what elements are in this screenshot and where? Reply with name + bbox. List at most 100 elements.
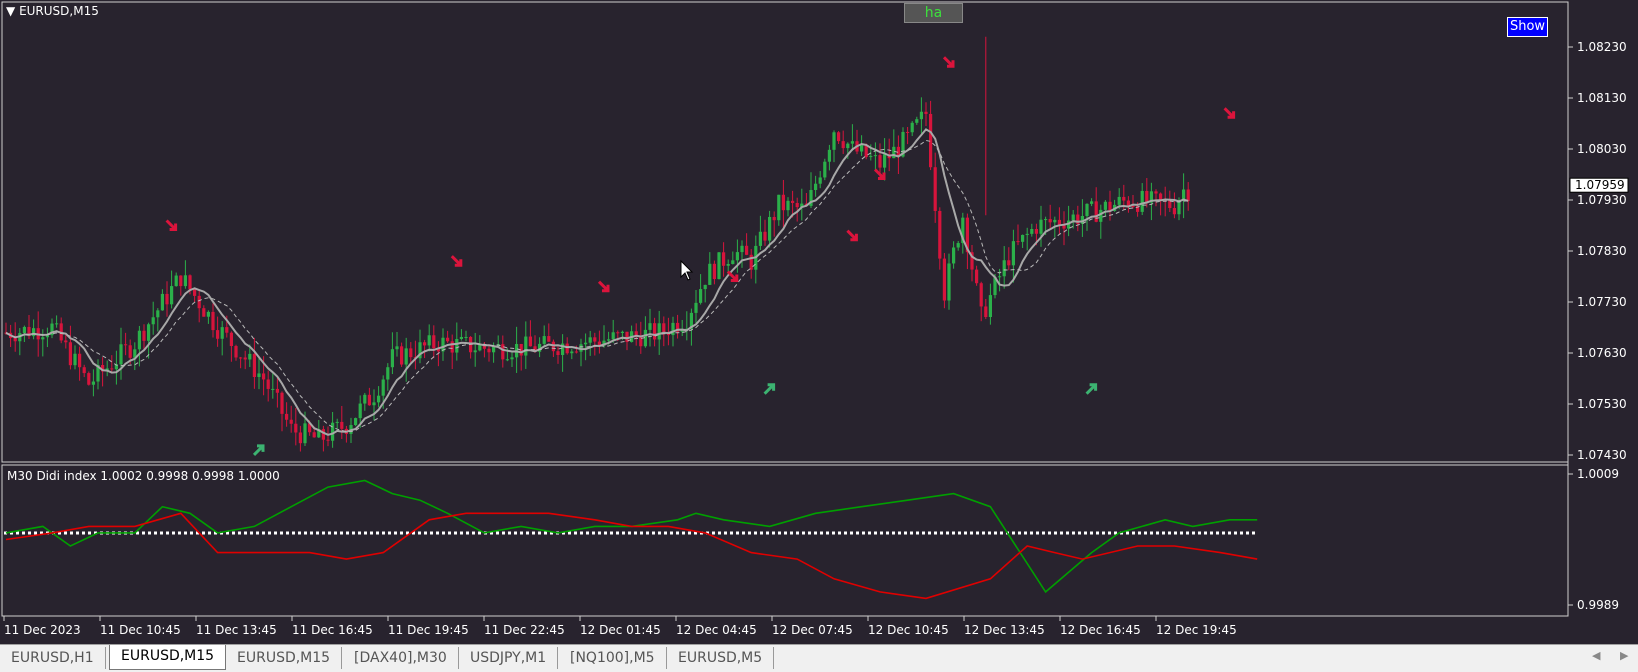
- candle-body: [68, 342, 72, 366]
- candle-body: [1099, 209, 1103, 222]
- candle-body: [597, 341, 601, 346]
- candle-body: [818, 177, 822, 184]
- candle-body: [1136, 206, 1140, 212]
- scroll-left-icon[interactable]: ◀: [1592, 649, 1601, 662]
- candle-body: [561, 343, 565, 356]
- tab-eurusd-m5[interactable]: EURUSD,M5: [667, 647, 775, 669]
- candle-body: [1145, 190, 1149, 203]
- candle-body: [616, 332, 620, 334]
- price-tick-label: 1.08030: [1577, 142, 1627, 156]
- dropdown-triangle-icon[interactable]: ▼: [6, 4, 16, 18]
- candle-body: [510, 357, 514, 360]
- candle-body: [671, 322, 675, 336]
- candle-body: [239, 357, 243, 359]
- mouse-cursor-icon: [680, 259, 694, 281]
- tab-eurusd-h1[interactable]: EURUSD,H1: [0, 647, 106, 669]
- candle-body: [846, 143, 850, 149]
- candle-body: [55, 323, 59, 325]
- candle-body: [795, 202, 799, 208]
- candle-body: [257, 373, 261, 378]
- candle-body: [837, 132, 841, 142]
- candle-body: [427, 335, 431, 346]
- chart-canvas[interactable]: 1.08230 1.08130 1.08030 1.07930 1.07830 1.077…: [0, 0, 1638, 644]
- price-tick-label: 1.08130: [1577, 91, 1627, 105]
- candle-body: [321, 429, 325, 440]
- candle-body: [956, 243, 960, 248]
- scroll-right-icon[interactable]: ▶: [1620, 649, 1629, 662]
- candle-body: [91, 381, 95, 385]
- candle-body: [965, 217, 969, 253]
- candle-body: [441, 337, 445, 352]
- candle-body: [878, 155, 882, 168]
- candle-body: [919, 111, 923, 120]
- candle-body: [961, 217, 965, 244]
- symbol-title[interactable]: ▼ EURUSD,M15: [6, 4, 99, 18]
- candle-body: [363, 394, 367, 404]
- candle-body: [381, 379, 385, 396]
- current-price-label: 1.07959: [1575, 178, 1625, 192]
- candle-body: [340, 421, 344, 429]
- candle-body: [722, 252, 726, 266]
- candle-body: [998, 276, 1002, 278]
- buy-arrow-icon: [252, 444, 265, 456]
- price-tick-label: 1.07430: [1577, 448, 1627, 462]
- sell-arrow-icon: [846, 229, 858, 242]
- candle-body: [252, 353, 256, 378]
- candle-body: [735, 252, 739, 261]
- tab-nq100-m5[interactable]: [NQ100],M5: [559, 647, 667, 669]
- candle-body: [768, 216, 772, 241]
- candle-body: [574, 351, 578, 353]
- candle-body: [436, 348, 440, 352]
- candle-body: [409, 348, 413, 358]
- price-tick-label: 1.07830: [1577, 244, 1627, 258]
- candle-body: [101, 364, 105, 372]
- candle-body: [634, 331, 638, 336]
- ha-button[interactable]: ha: [904, 3, 963, 23]
- tab-eurusd-m15[interactable]: EURUSD,M15: [226, 647, 343, 669]
- didi-index-lines: [4, 479, 1258, 600]
- candle-body: [896, 146, 900, 157]
- candle-body: [1025, 233, 1029, 235]
- indicator-tick-label: 1.0009: [1577, 467, 1619, 481]
- candle-body: [717, 252, 721, 280]
- candle-body: [1011, 241, 1015, 266]
- candle-body: [1030, 229, 1034, 234]
- candle-body: [423, 342, 427, 346]
- candle-body: [128, 345, 132, 358]
- candle-body: [1039, 219, 1043, 234]
- tab-eurusd-m15-active[interactable]: EURUSD,M15: [109, 645, 227, 670]
- candle-body: [593, 337, 597, 342]
- indicator-frame: [1, 464, 1569, 617]
- candle-body: [151, 317, 155, 325]
- candle-body: [354, 418, 358, 426]
- candle-body: [142, 330, 146, 341]
- candle-body: [32, 328, 36, 337]
- candle-body: [639, 335, 643, 347]
- candle-body: [188, 275, 192, 290]
- candle-body: [450, 341, 454, 353]
- candle-body: [565, 343, 569, 354]
- candle-body: [607, 339, 611, 341]
- candle-body: [984, 306, 988, 318]
- candle-body: [303, 423, 307, 444]
- candle-body: [708, 263, 712, 285]
- candle-body: [1177, 200, 1181, 215]
- candle-body: [643, 329, 647, 347]
- candle-body: [220, 327, 224, 339]
- chart-tab-bar: EURUSD,H1 EURUSD,M15 EURUSD,M15 [DAX40],…: [0, 644, 1638, 672]
- tab-dax40-m30[interactable]: [DAX40],M30: [343, 647, 459, 669]
- candle-body: [584, 342, 588, 345]
- candle-body: [390, 349, 394, 368]
- candle-body: [538, 343, 542, 352]
- candle-body: [96, 364, 100, 382]
- show-button[interactable]: Show: [1507, 17, 1548, 37]
- candle-body: [827, 149, 831, 162]
- candle-body: [676, 322, 680, 332]
- candle-body: [1159, 193, 1163, 200]
- price-axis: 1.08230 1.08130 1.08030 1.07930 1.07830 1.077…: [1568, 40, 1627, 462]
- time-tick-label: 12 Dec 07:45: [772, 623, 853, 637]
- candle-body: [404, 348, 408, 365]
- candle-body: [358, 403, 362, 419]
- tab-usdjpy-m1[interactable]: USDJPY,M1: [459, 647, 559, 669]
- current-price-tag: 1.07959: [1569, 177, 1629, 193]
